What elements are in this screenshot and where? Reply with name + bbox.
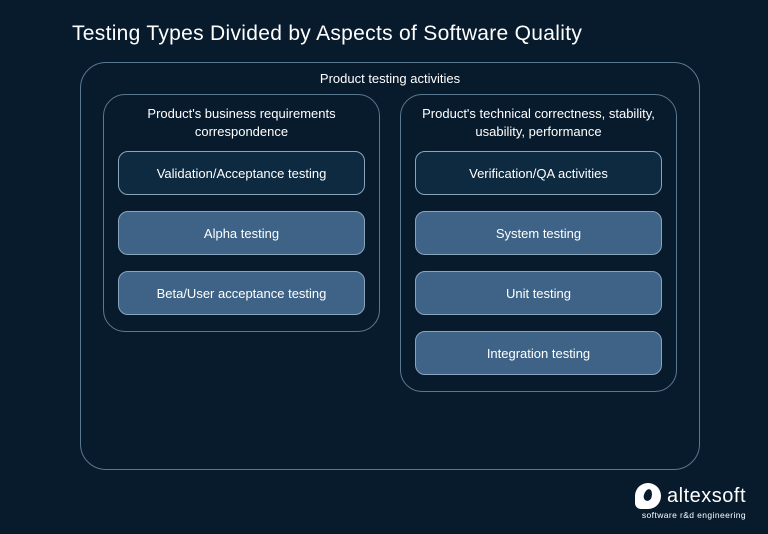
column-business: Product's business requirements correspo… [103,94,380,332]
outer-label: Product testing activities [81,71,699,86]
box-unit: Unit testing [415,271,662,315]
box-system: System testing [415,211,662,255]
column-label: Product's technical correctness, stabili… [415,105,662,141]
box-alpha: Alpha testing [118,211,365,255]
brand-logo: altexsoft software r&d engineering [635,483,746,520]
logo-tagline: software r&d engineering [635,510,746,520]
box-beta: Beta/User acceptance testing [118,271,365,315]
page-title: Testing Types Divided by Aspects of Soft… [0,0,768,46]
logo-name: altexsoft [667,485,746,508]
column-label: Product's business requirements correspo… [118,105,365,141]
column-technical: Product's technical correctness, stabili… [400,94,677,392]
outer-container: Product testing activities Product's bus… [80,62,700,470]
logo-row: altexsoft [635,483,746,509]
logo-mark-icon [635,483,661,509]
box-verification: Verification/QA activities [415,151,662,195]
columns-wrap: Product's business requirements correspo… [81,94,699,392]
box-integration: Integration testing [415,331,662,375]
box-validation: Validation/Acceptance testing [118,151,365,195]
